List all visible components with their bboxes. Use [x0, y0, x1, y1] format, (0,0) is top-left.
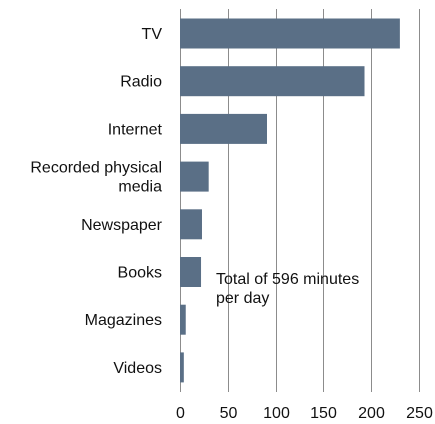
- category-label-line: Recorded physical: [30, 160, 162, 177]
- category-label: Radio: [120, 74, 162, 91]
- x-tick-label: 150: [310, 405, 337, 422]
- annotation-line: Total of 596 minutes: [216, 271, 359, 288]
- category-label-line: Radio: [120, 74, 162, 91]
- category-label-line: Videos: [113, 360, 162, 377]
- category-label-layer: TV Radio Internet Recorded physical media New…: [30, 26, 162, 377]
- category-label-line: Magazines: [85, 312, 162, 329]
- category-label: Books: [118, 265, 162, 282]
- bar-tv: [180, 18, 400, 49]
- category-label-line: Books: [118, 265, 162, 282]
- x-tick-label: 250: [406, 405, 433, 422]
- x-tick-label: 50: [220, 405, 238, 422]
- bar-books: [180, 257, 202, 287]
- category-label-line: Internet: [108, 121, 163, 138]
- category-label-line: media: [118, 179, 162, 196]
- category-label: Recorded physical media: [30, 160, 162, 196]
- category-label: Magazines: [85, 312, 162, 329]
- annotation-layer: Total of 596 minutes per day: [216, 271, 359, 307]
- category-label: Internet: [108, 121, 163, 138]
- category-label-line: Newspaper: [81, 217, 163, 234]
- x-tick-label-layer: 0 50 100 150 200 250: [176, 405, 433, 422]
- bar-radio: [180, 66, 365, 97]
- x-tick-label: 200: [358, 405, 385, 422]
- category-label: TV: [142, 26, 163, 43]
- bar-internet: [180, 113, 267, 144]
- bar-recorded-physical-media: [180, 161, 209, 192]
- total-minutes-annotation: Total of 596 minutes per day: [216, 271, 359, 307]
- bar-magazines: [180, 304, 186, 335]
- bar-layer: [180, 18, 400, 383]
- x-tick-label: 100: [263, 405, 290, 422]
- x-tick-label: 0: [176, 405, 185, 422]
- category-label-line: TV: [142, 26, 163, 43]
- category-label: Videos: [113, 360, 162, 377]
- bar-newspaper: [180, 209, 202, 240]
- bar-videos: [180, 352, 184, 383]
- annotation-line: per day: [216, 290, 269, 307]
- category-label: Newspaper: [81, 217, 163, 234]
